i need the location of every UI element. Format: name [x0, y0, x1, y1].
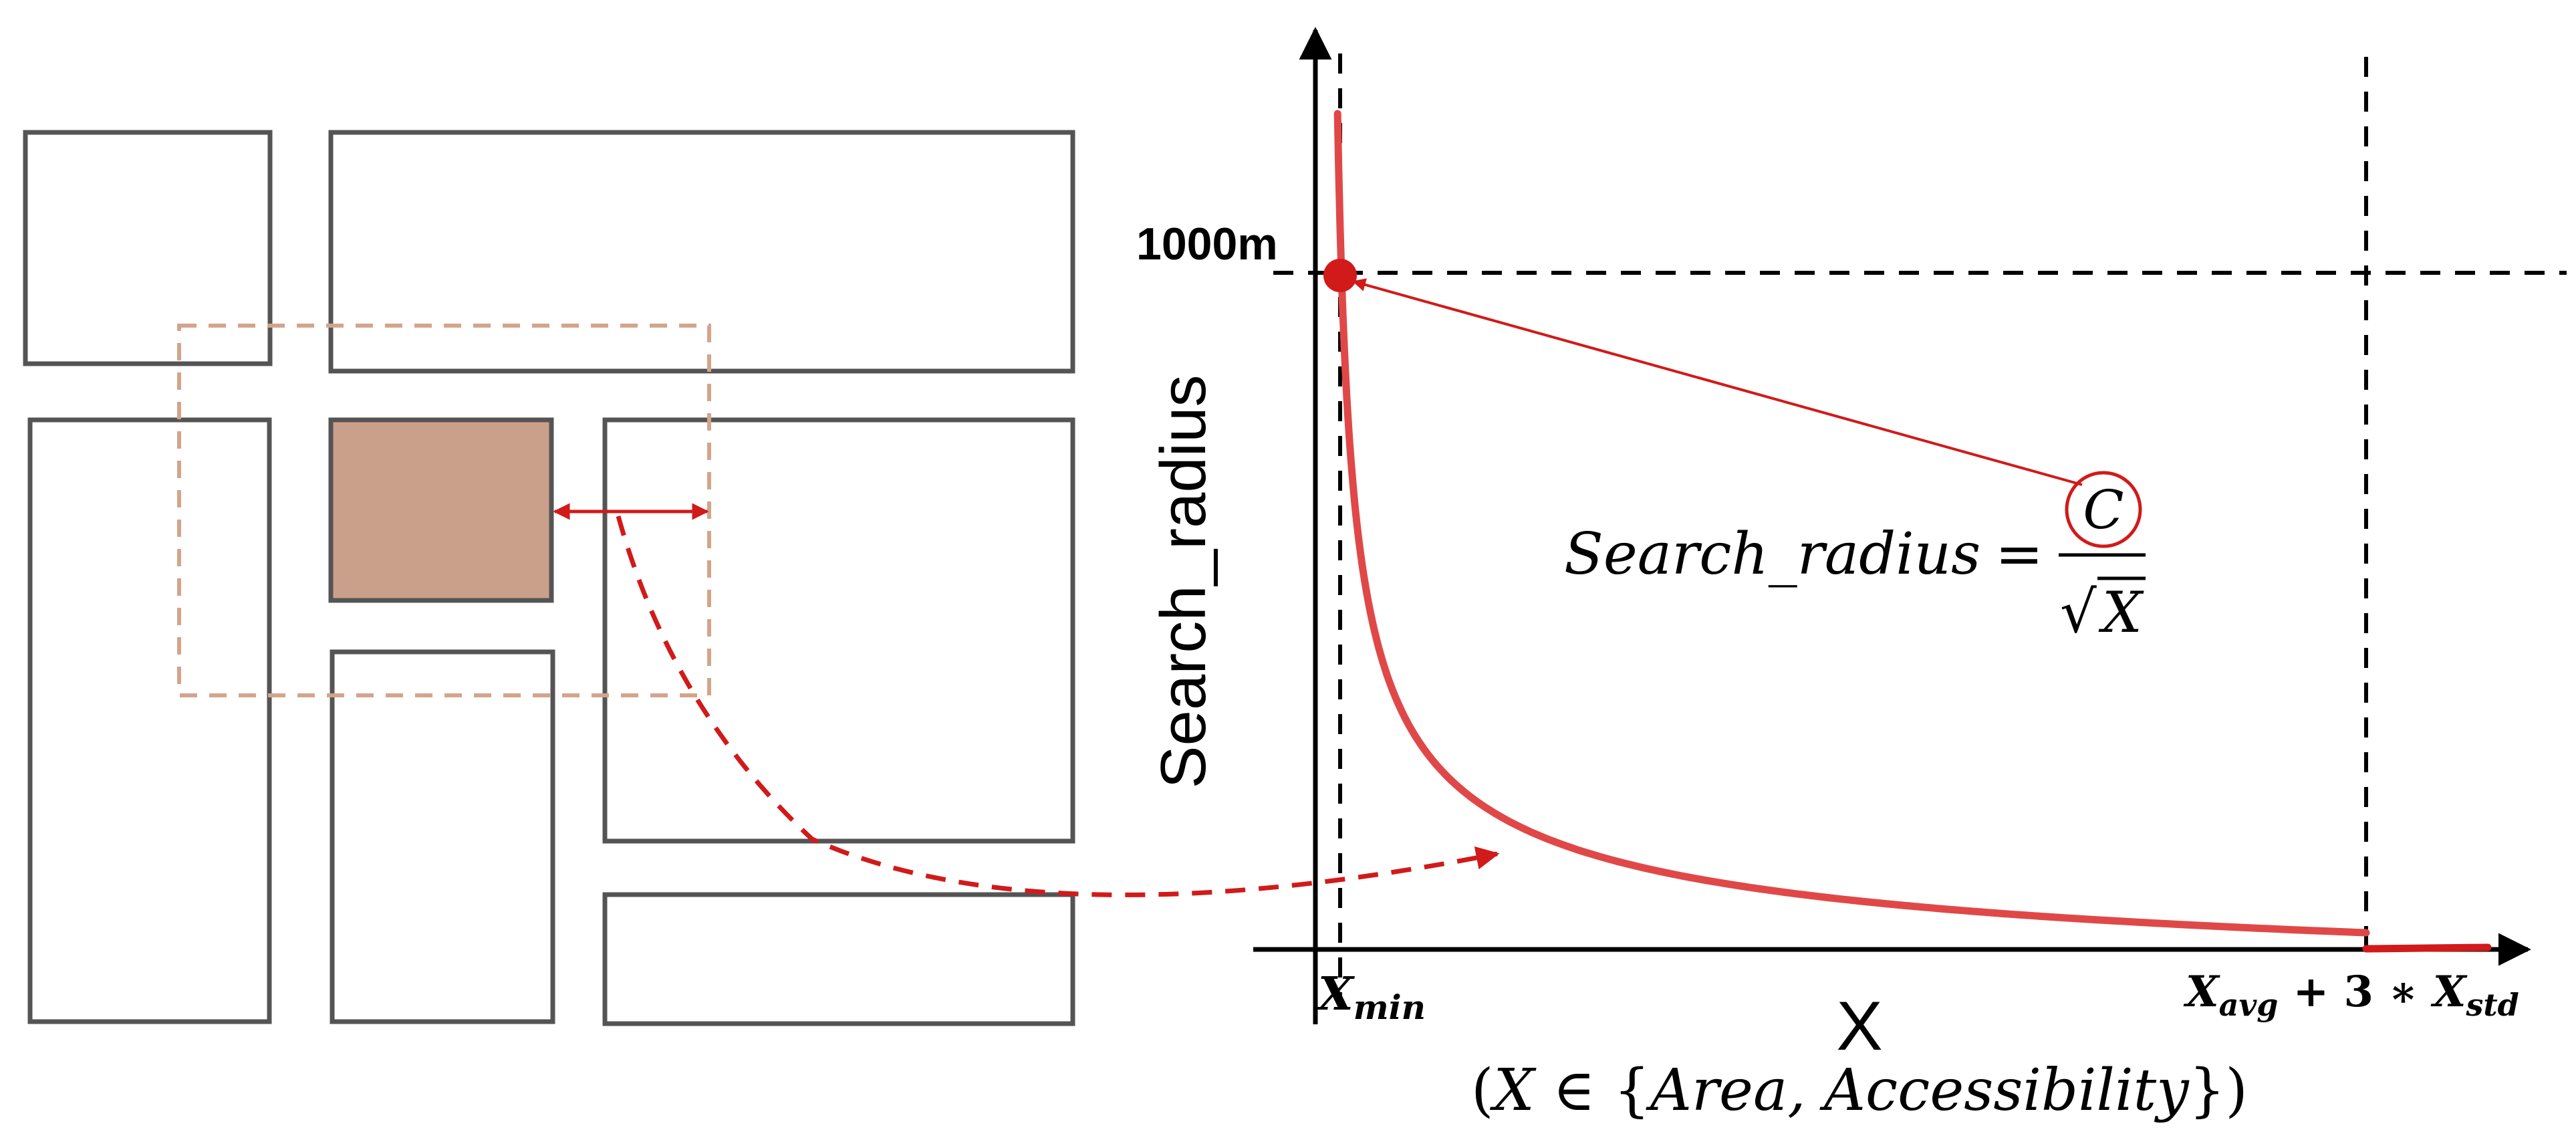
block-e: [330, 649, 555, 1024]
formula: Search_radius = C √ X: [1564, 471, 2146, 646]
link-arrow: [616, 516, 1500, 897]
chart: 1000m Search_radius X Xmin Xavg + 3 ∗ Xs…: [1136, 27, 2567, 1124]
selected-block: [328, 417, 554, 603]
formula-equals: =: [1995, 521, 2043, 588]
y-tick-1000m: 1000m: [1136, 219, 1278, 269]
constant-pointer: [1352, 278, 2083, 486]
formula-numerator: C: [2083, 479, 2123, 541]
x-max-label: Xavg + 3 ∗ Xstd: [2183, 967, 2519, 1023]
y-axis-label: Search_radius: [1148, 374, 1219, 788]
x-min-label: Xmin: [1315, 967, 1426, 1027]
block-d: [602, 417, 1075, 844]
buffer-zone: [177, 324, 711, 697]
block-map: [23, 130, 1500, 1026]
block-f: [602, 892, 1075, 1026]
flat-segment: [2362, 943, 2492, 953]
formula-denominator: X: [2098, 580, 2144, 645]
radical-sign: √: [2060, 579, 2097, 646]
constant-circle: [2065, 471, 2142, 548]
block-c: [27, 417, 272, 1024]
search-radius-curve: [1333, 110, 2370, 937]
domain-note: (X ∈ {Area, Accessibility}): [1471, 1057, 2248, 1124]
xmin-point: [1323, 259, 1357, 292]
block-b: [328, 130, 1075, 374]
block-a: [23, 130, 273, 366]
formula-lhs: Search_radius: [1564, 521, 1980, 588]
x-axis-label: X: [1836, 988, 1882, 1065]
